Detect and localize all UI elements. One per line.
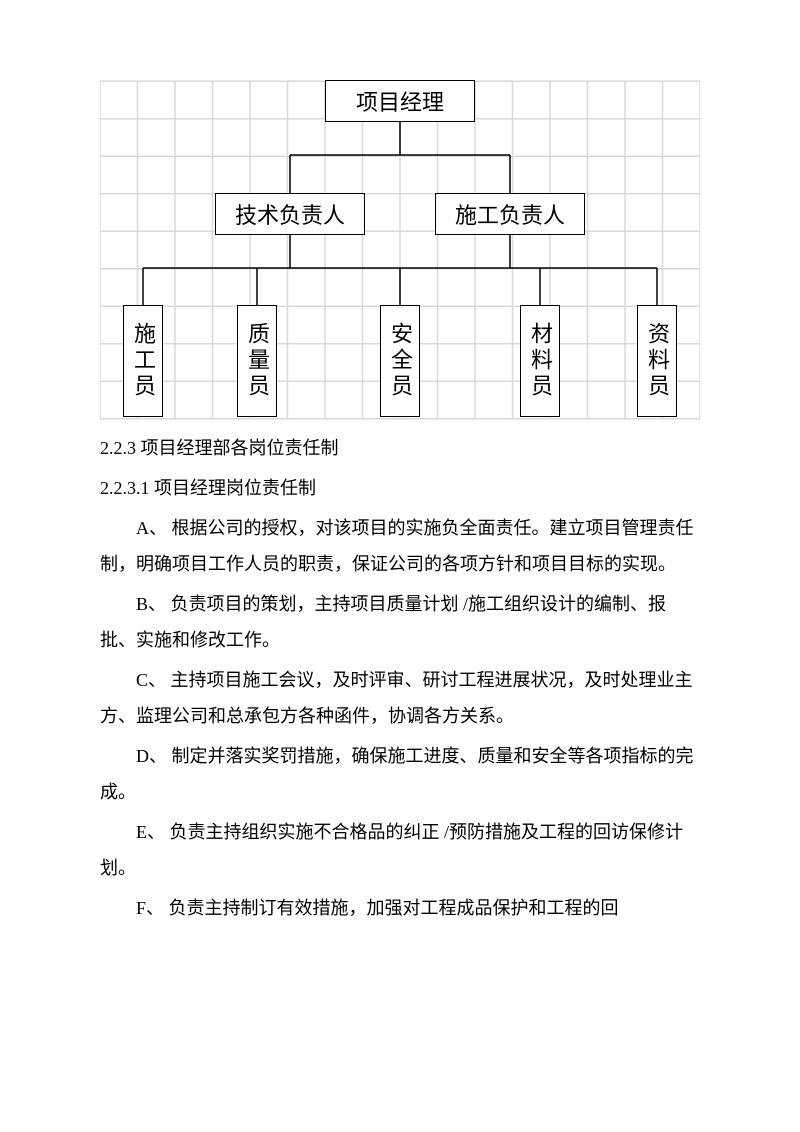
responsibility-item: C、 主持项目施工会议，及时评审、研讨工程进展状况，及时处理业主方、监理公司和总…	[100, 662, 700, 734]
item-text: 制定并落实奖罚措施，确保施工进度、质量和安全等各项指标的完成。	[100, 746, 694, 802]
node-root: 项目经理	[325, 80, 475, 122]
document-body: 2.2.3 项目经理部各岗位责任制 2.2.3.1 项目经理岗位责任制 A、 根…	[100, 430, 700, 926]
responsibility-item: B、 负责项目的策划，主持项目质量计划 /施工组织设计的编制、报批、实施和修改工…	[100, 586, 700, 658]
item-letter: C、	[136, 670, 166, 690]
org-chart: 项目经理技术负责人 施工负责人施工员 质量员 安全员 材料员 资料员	[100, 80, 700, 420]
node-tech: 技术负责人	[215, 193, 365, 235]
responsibility-item: D、 制定并落实奖罚措施，确保施工进度、质量和安全等各项指标的完成。	[100, 738, 700, 810]
item-letter: B、	[136, 594, 166, 614]
item-text: 根据公司的授权，对该项目的实施负全面责任。建立项目管理责任制，明确项目工作人员的…	[100, 518, 694, 574]
item-text: 负责项目的策划，主持项目质量计划 /施工组织设计的编制、报批、实施和修改工作。	[100, 594, 666, 650]
item-letter: F、	[136, 898, 164, 918]
item-letter: A、	[136, 518, 167, 538]
item-letter: E、	[136, 822, 165, 842]
node-leaf5: 资料员	[637, 305, 677, 417]
node-leaf2: 质量员	[237, 305, 277, 417]
node-leaf4: 材料员	[520, 305, 560, 417]
item-text: 负责主持组织实施不合格品的纠正 /预防措施及工程的回访保修计划。	[100, 822, 683, 878]
item-text: 负责主持制订有效措施，加强对工程成品保护和工程的回	[164, 898, 619, 918]
item-text: 主持项目施工会议，及时评审、研讨工程进展状况，及时处理业主方、监理公司和总承包方…	[100, 670, 693, 726]
item-letter: D、	[136, 746, 167, 766]
node-leaf1: 施工员	[123, 305, 163, 417]
responsibility-item: E、 负责主持组织实施不合格品的纠正 /预防措施及工程的回访保修计划。	[100, 814, 700, 886]
responsibility-item: F、 负责主持制订有效措施，加强对工程成品保护和工程的回	[100, 890, 700, 926]
node-cons: 施工负责人	[435, 193, 585, 235]
responsibility-item: A、 根据公司的授权，对该项目的实施负全面责任。建立项目管理责任制，明确项目工作…	[100, 510, 700, 582]
node-leaf3: 安全员	[380, 305, 420, 417]
heading-2-2-3-1: 2.2.3.1 项目经理岗位责任制	[100, 470, 700, 506]
heading-2-2-3: 2.2.3 项目经理部各岗位责任制	[100, 430, 700, 466]
